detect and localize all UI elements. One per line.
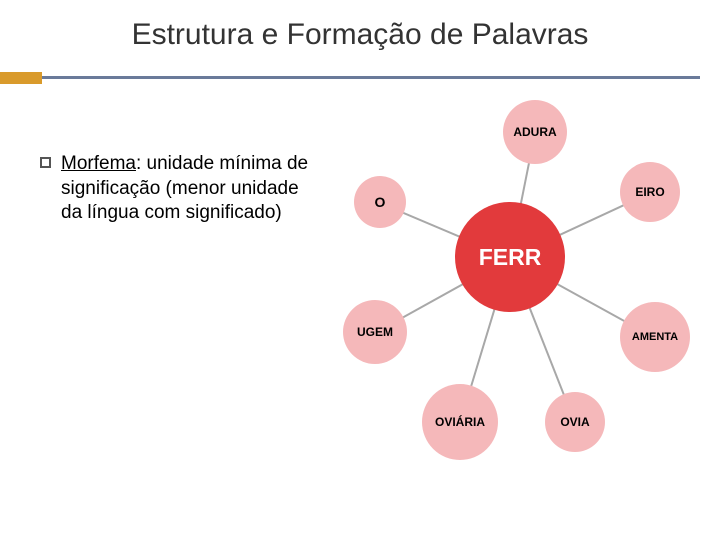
- diagram-outer-node: AMENTA: [620, 302, 690, 372]
- diagram-center-node: FERR: [455, 202, 565, 312]
- content-area: Morfema: unidade mínima de significação …: [0, 52, 720, 492]
- diagram-outer-node: OVIA: [545, 392, 605, 452]
- accent-bar: [0, 72, 42, 84]
- square-bullet-icon: [40, 157, 51, 168]
- diagram-outer-node: UGEM: [343, 300, 407, 364]
- page-title: Estrutura e Formação de Palavras: [0, 0, 720, 52]
- diagram-outer-node: EIRO: [620, 162, 680, 222]
- morpheme-diagram: FERR ADURA EIRO AMENTAOVIA OVIÁRIAUGEM O: [320, 92, 700, 492]
- definition-column: Morfema: unidade mínima de significação …: [40, 92, 320, 492]
- bullet-item: Morfema: unidade mínima de significação …: [40, 152, 320, 226]
- definition-term: Morfema: [61, 153, 136, 174]
- diagram-outer-node: ADURA: [503, 100, 567, 164]
- definition-text: Morfema: unidade mínima de significação …: [61, 152, 320, 226]
- diagram-outer-node: OVIÁRIA: [422, 384, 498, 460]
- diagram-outer-node: O: [354, 176, 406, 228]
- title-underline: [42, 76, 700, 79]
